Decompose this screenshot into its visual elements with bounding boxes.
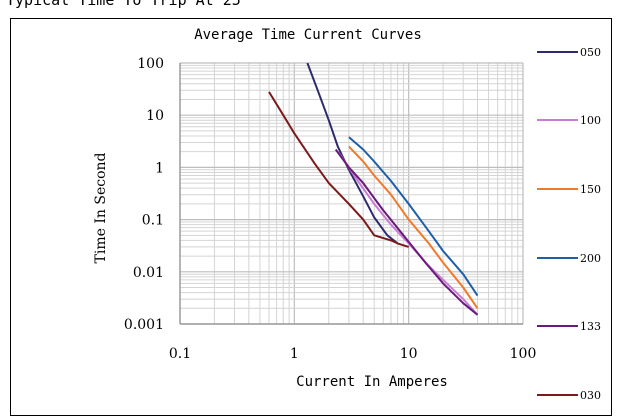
legend-label-030: 030 <box>580 389 601 402</box>
y-tick-label: 10 <box>146 108 164 124</box>
chart-title: Average Time Current Curves <box>194 27 422 43</box>
series-line-030 <box>268 91 410 248</box>
axes: 0.1 1 10 100 100 10 1 0.1 0.01 0.001 <box>124 56 536 362</box>
x-tick-label: 1 <box>290 346 299 362</box>
y-tick-label: 0.1 <box>142 213 164 229</box>
x-axis-label: Current In Amperes <box>296 374 448 390</box>
x-tick-label: 10 <box>400 346 418 362</box>
y-tick-label: 100 <box>137 56 164 72</box>
y-axis-label: Time In Second <box>93 152 109 263</box>
series-line-150 <box>348 145 479 309</box>
series-line-200 <box>348 136 479 297</box>
series-line-133 <box>334 148 479 316</box>
series-lines <box>268 62 479 316</box>
x-tick-label: 100 <box>510 346 537 362</box>
chart-frame <box>10 18 612 416</box>
legend-label-200: 200 <box>580 252 601 265</box>
x-tick-label: 0.1 <box>169 346 191 362</box>
legend-label-150: 150 <box>580 183 601 196</box>
chart-heading: Typical Time To Trip At 25 <box>6 0 241 9</box>
y-tick-label: 1 <box>155 160 164 176</box>
legend: 050 100 150 200 133 030 <box>537 46 601 402</box>
legend-label-133: 133 <box>580 320 601 333</box>
y-tick-label: 0.001 <box>124 317 164 333</box>
legend-label-100: 100 <box>580 114 601 127</box>
y-tick-label: 0.01 <box>133 265 164 281</box>
series-line-050 <box>306 62 399 245</box>
grid <box>179 62 524 325</box>
legend-label-050: 050 <box>580 46 601 59</box>
